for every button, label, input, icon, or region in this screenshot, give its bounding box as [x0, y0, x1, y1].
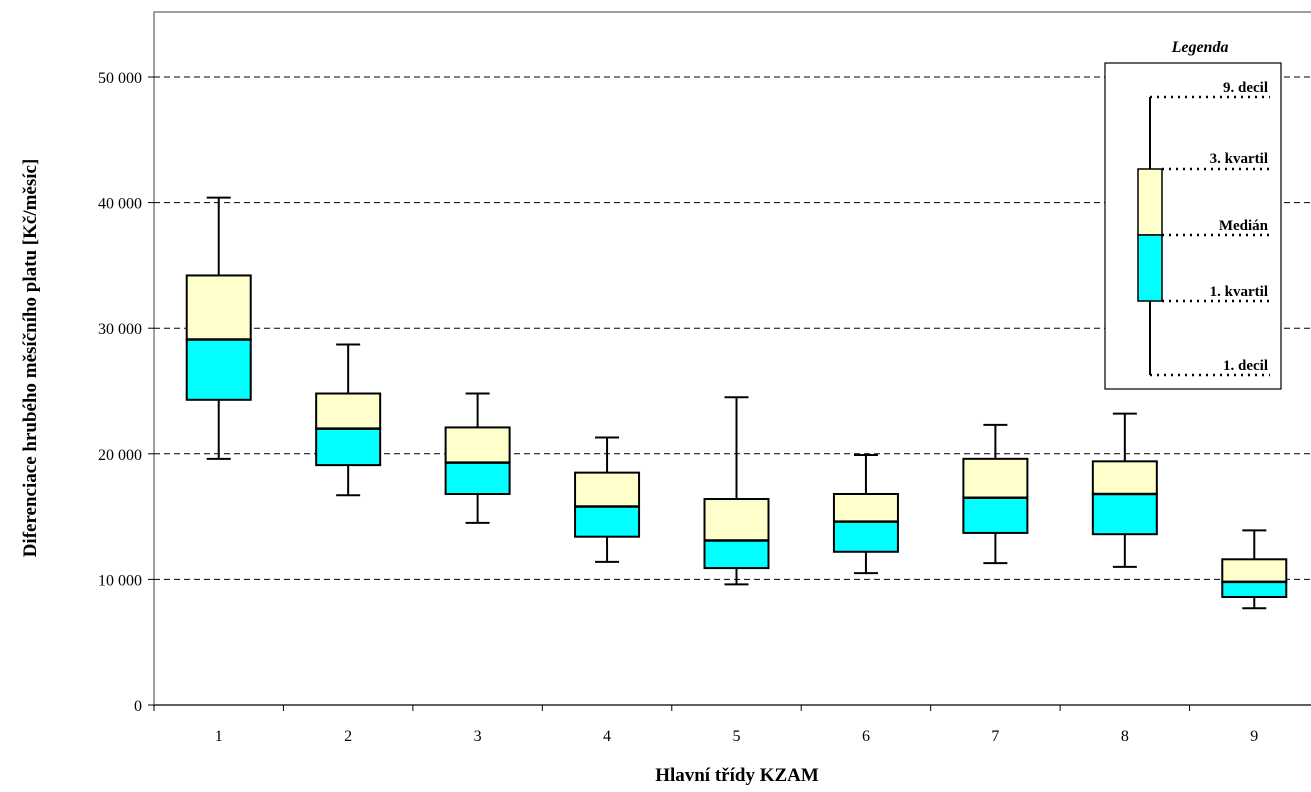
- box-6: [832, 454, 899, 575]
- box-upper: [574, 471, 641, 508]
- box-upper: [832, 492, 899, 523]
- x-tick-label: 1: [215, 728, 223, 745]
- box-1: [185, 196, 252, 460]
- box-7: [962, 423, 1029, 565]
- x-tick-label: 8: [1121, 728, 1129, 745]
- x-tick-label: 7: [991, 728, 999, 745]
- legend-label-d1: 1. decil: [1223, 358, 1268, 374]
- x-tick-label: 2: [344, 728, 352, 745]
- box-3: [444, 392, 511, 524]
- box-lower: [962, 496, 1029, 534]
- legend-box-upper: [1137, 168, 1163, 236]
- y-tick-label: 40 000: [98, 196, 142, 213]
- box-upper: [315, 392, 382, 430]
- legend-sample-box: [1137, 95, 1270, 377]
- box-8: [1091, 412, 1158, 568]
- box-lower: [574, 505, 641, 538]
- legend-label-median: Medián: [1219, 218, 1269, 234]
- box-9: [1221, 529, 1288, 610]
- box-upper: [185, 274, 252, 341]
- y-tick-label: 20 000: [98, 447, 142, 464]
- box-5: [703, 396, 770, 586]
- x-tick-label: 9: [1250, 728, 1258, 745]
- y-tick-label: 50 000: [98, 70, 142, 87]
- box-lower: [185, 338, 252, 401]
- y-tick-label: 0: [134, 698, 142, 715]
- box-lower: [315, 427, 382, 467]
- box-4: [574, 436, 641, 563]
- x-axis: 1 2 3 4 5 6 7 8 9: [153, 704, 1311, 745]
- box-upper: [1091, 460, 1158, 495]
- legend-box-lower: [1137, 234, 1163, 302]
- legend-title: Legenda: [1171, 39, 1229, 56]
- legend-label-d9: 9. decil: [1223, 80, 1268, 96]
- box-lower: [444, 461, 511, 495]
- legend-frame: [1104, 62, 1282, 390]
- box-upper: [1221, 558, 1288, 583]
- box-lower: [703, 539, 770, 570]
- legend-label-q3: 3. kvartil: [1210, 151, 1268, 167]
- x-tick-label: 5: [733, 728, 741, 745]
- box-lower: [1091, 492, 1158, 536]
- y-tick-label: 10 000: [98, 572, 142, 589]
- y-axis: 0 10 000 20 000 30 000 40 000 50 000: [98, 70, 154, 715]
- box-upper: [444, 426, 511, 464]
- x-tick-label: 6: [862, 728, 870, 745]
- box-lower: [1221, 580, 1288, 598]
- box-lower: [832, 520, 899, 553]
- box-upper: [703, 498, 770, 542]
- x-tick-label: 4: [603, 728, 611, 745]
- legend: Legenda 9. decil 3. kvartil Medián 1. kv…: [1104, 39, 1282, 390]
- x-tick-label: 3: [474, 728, 482, 745]
- legend-label-q1: 1. kvartil: [1210, 284, 1268, 300]
- box-2: [315, 343, 382, 497]
- box-series: [185, 196, 1288, 610]
- x-axis-title: Hlavní třídy KZAM: [655, 765, 819, 786]
- y-tick-label: 30 000: [98, 321, 142, 338]
- y-axis-title: Diferenciace hrubého měsíčního platu [Kč…: [20, 159, 41, 558]
- box-upper: [962, 457, 1029, 499]
